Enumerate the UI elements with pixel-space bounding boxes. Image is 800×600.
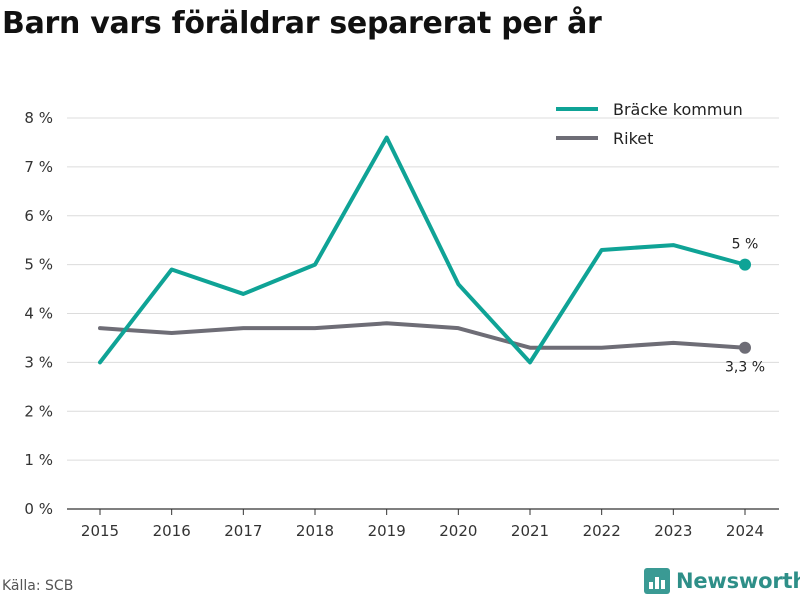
bar-chart-icon xyxy=(644,568,670,594)
series-line-riket xyxy=(98,321,747,350)
x-tick-label: 2015 xyxy=(81,522,119,540)
x-tick-label: 2022 xyxy=(583,522,621,540)
x-axis: 2015 2016 2017 2018 2019 2020 2021 2022 2023 2024 xyxy=(67,508,779,540)
y-tick-label: 4 % xyxy=(24,305,53,323)
x-tick-label: 2018 xyxy=(296,522,334,540)
end-label-bracke: 5 % xyxy=(732,237,759,253)
grid-lines xyxy=(67,117,779,461)
y-tick-label: 1 % xyxy=(24,451,53,469)
x-tick-label: 2020 xyxy=(439,522,477,540)
end-point-riket xyxy=(739,341,751,354)
x-tick-label: 2023 xyxy=(654,522,692,540)
legend: Bräcke kommun Riket xyxy=(556,100,743,148)
legend-label-bracke: Bräcke kommun xyxy=(613,100,743,119)
legend-label-riket: Riket xyxy=(613,129,653,148)
y-tick-label: 6 % xyxy=(24,207,53,225)
x-tick-label: 2017 xyxy=(224,522,262,540)
x-tick-label: 2024 xyxy=(726,522,764,540)
x-tick-label: 2019 xyxy=(368,522,406,540)
y-tick-label: 5 % xyxy=(24,256,53,274)
end-point-bracke xyxy=(739,258,751,271)
x-tick-label: 2016 xyxy=(153,522,191,540)
series-line-bracke xyxy=(98,135,747,365)
source-note: Källa: SCB xyxy=(2,578,74,594)
y-tick-label: 3 % xyxy=(24,353,53,371)
series-lines: 3,3 % 5 % xyxy=(98,135,765,376)
y-tick-label: 2 % xyxy=(24,402,53,420)
x-tick-label: 2021 xyxy=(511,522,549,540)
newsworthy-logo: Newsworthy xyxy=(644,568,800,594)
brand-name: Newsworthy xyxy=(676,569,800,593)
chart-title: Barn vars föräldrar separerat per år xyxy=(2,6,602,41)
y-tick-label: 8 % xyxy=(24,109,53,127)
y-tick-label: 0 % xyxy=(24,500,53,518)
y-axis-ticks: 0 % 1 % 2 % 3 % 4 % 5 % 6 % 7 % 8 % xyxy=(24,109,53,518)
end-label-riket: 3,3 % xyxy=(725,360,765,376)
y-tick-label: 7 % xyxy=(24,158,53,176)
